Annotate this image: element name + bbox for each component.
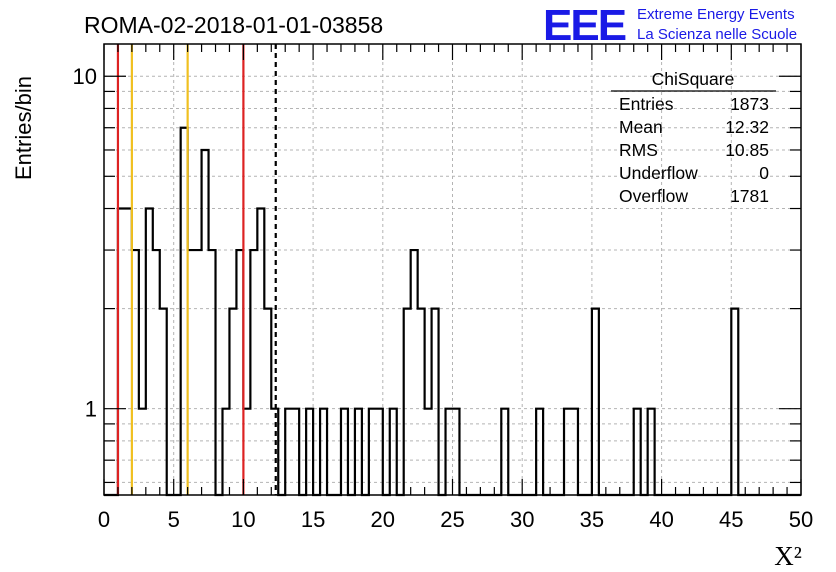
y-tick-label: 1 bbox=[85, 397, 97, 422]
x-tick-label: 5 bbox=[168, 507, 180, 532]
chart-title: ROMA-02-2018-01-01-03858 bbox=[84, 12, 383, 38]
logo-line-1: Extreme Energy Events bbox=[637, 6, 795, 23]
stats-value: 12.32 bbox=[725, 117, 769, 137]
stats-value: 1873 bbox=[730, 94, 769, 114]
tick-labels: 0 5 10 15 20 25 30 35 40 45 50 1 10 bbox=[73, 64, 814, 532]
x-tick-label: 40 bbox=[649, 507, 673, 532]
logo-line-2: La Scienza nelle Scuole bbox=[637, 26, 797, 43]
stats-label: Mean bbox=[619, 117, 663, 137]
stats-label: Underflow bbox=[619, 163, 698, 183]
grid bbox=[104, 44, 801, 495]
x-tick-label: 20 bbox=[371, 507, 395, 532]
x-tick-label: 45 bbox=[719, 507, 743, 532]
x-tick-label: 10 bbox=[231, 507, 255, 532]
x-tick-label: 50 bbox=[789, 507, 813, 532]
logo-mark: EEE bbox=[543, 1, 626, 50]
stats-label: Entries bbox=[619, 94, 674, 114]
x-tick-label: 0 bbox=[98, 507, 110, 532]
y-tick-label: 10 bbox=[73, 64, 97, 89]
stats-value: 10.85 bbox=[725, 140, 769, 160]
eee-logo: EEE Extreme Energy Events La Scienza nel… bbox=[543, 1, 797, 50]
axis-ticks bbox=[103, 44, 802, 495]
stats-value: 1781 bbox=[730, 186, 769, 206]
x-tick-label: 30 bbox=[510, 507, 534, 532]
y-axis-label: Entries/bin bbox=[11, 76, 36, 180]
stats-value: 0 bbox=[759, 163, 769, 183]
x-tick-label: 15 bbox=[301, 507, 325, 532]
stats-label: RMS bbox=[619, 140, 658, 160]
x-tick-label: 25 bbox=[440, 507, 464, 532]
stats-box: ChiSquare Entries 1873 Mean 12.32 RMS 10.85 Un… bbox=[611, 69, 776, 206]
stats-label: Overflow bbox=[619, 186, 688, 206]
stats-box-title: ChiSquare bbox=[652, 69, 735, 89]
x-axis-label: X² bbox=[774, 541, 802, 571]
x-tick-label: 35 bbox=[580, 507, 604, 532]
marker-lines bbox=[116, 44, 277, 495]
